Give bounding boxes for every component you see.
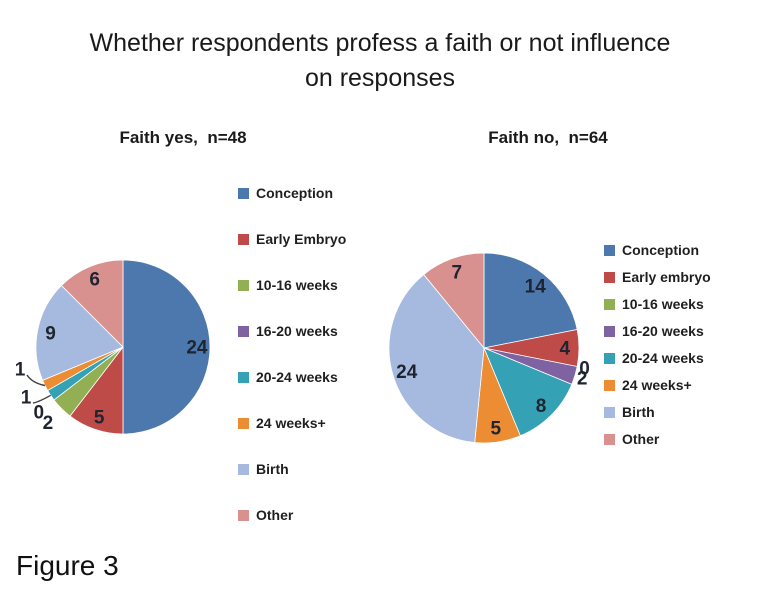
data-label-conception: 14 xyxy=(525,276,547,297)
subtitle-faith-no: Faith no, n=64 xyxy=(488,128,608,147)
data-label-16-20-weeks: 2 xyxy=(577,368,588,389)
chart-title-line2: on responses xyxy=(304,64,456,92)
pie-slice-other xyxy=(423,252,485,350)
legend-swatch-icon xyxy=(604,433,615,445)
legend-swatch-icon xyxy=(238,325,249,337)
legend-item-10-16-weeks: 10-16 weeks xyxy=(238,277,346,293)
legend-swatch-icon xyxy=(238,463,249,475)
legend-swatch-icon xyxy=(604,244,615,256)
legend-item-label: Early Embryo xyxy=(256,231,347,247)
data-label-other: 6 xyxy=(89,269,100,290)
data-label-early-embryo: 5 xyxy=(94,408,105,429)
label-leader-line-20-24-weeks xyxy=(32,394,52,404)
legend-item-label: 16-20 weeks xyxy=(256,323,338,339)
legend-item-label: Conception xyxy=(256,185,333,201)
legend-item-label: 10-16 weeks xyxy=(256,277,338,293)
legend-item-birth: Birth xyxy=(604,404,711,420)
legend-item-label: 24 weeks+ xyxy=(256,415,326,431)
legend-item-early-embryo: Early Embryo xyxy=(238,231,346,247)
legend-swatch-icon xyxy=(238,371,249,383)
legend-item-24-weeks: 24 weeks+ xyxy=(238,415,346,431)
legend-swatch-icon xyxy=(604,352,615,364)
legend-swatch-icon xyxy=(238,233,249,245)
pie-slice-20-24-weeks xyxy=(483,347,573,437)
legend-swatch-icon xyxy=(238,509,249,521)
pie-slice-16-20-weeks xyxy=(483,347,578,385)
subtitle-faith-yes: Faith yes, n=48 xyxy=(119,128,247,147)
legend-item-10-16-weeks: 10-16 weeks xyxy=(604,296,711,312)
legend-item-other: Other xyxy=(604,431,711,447)
legend-item-birth: Birth xyxy=(238,461,346,477)
data-label-10-16-weeks: 0 xyxy=(579,359,590,380)
pie-slice-conception xyxy=(122,259,211,435)
legend-item-20-24-weeks: 20-24 weeks xyxy=(238,369,346,385)
data-label-16-20-weeks: 0 xyxy=(34,402,45,423)
data-label-24-weeks: 5 xyxy=(491,419,502,440)
legend-item-16-20-weeks: 16-20 weeks xyxy=(604,323,711,339)
legend-swatch-icon xyxy=(604,379,615,391)
legend-item-label: Other xyxy=(256,507,294,523)
legend-item-16-20-weeks: 16-20 weeks xyxy=(238,323,346,339)
legend-faith-yes: Conception Early Embryo 10-16 weeks 16-20 w… xyxy=(238,185,346,553)
figure-label: Figure 3 xyxy=(16,550,119,581)
data-label-conception: 24 xyxy=(186,338,208,359)
legend-item-label: Other xyxy=(622,431,660,447)
legend-swatch-icon xyxy=(604,298,615,310)
legend-faith-no: Conception Early embryo 10-16 weeks 16-20 w… xyxy=(604,242,711,458)
legend-swatch-icon xyxy=(238,187,249,199)
legend-item-conception: Conception xyxy=(604,242,711,258)
legend-swatch-icon xyxy=(604,271,615,283)
legend-swatch-icon xyxy=(604,406,615,418)
legend-item-label: Birth xyxy=(256,461,289,477)
legend-swatch-icon xyxy=(238,417,249,429)
legend-item-label: 20-24 weeks xyxy=(256,369,338,385)
legend-item-label: Birth xyxy=(622,404,655,420)
chart-title: Whether respondents profess a faith or n… xyxy=(0,26,760,96)
data-label-other: 7 xyxy=(452,263,463,284)
legend-item-label: 16-20 weeks xyxy=(622,323,704,339)
pie-slice-early-embryo xyxy=(69,345,124,435)
legend-item-label: 24 weeks+ xyxy=(622,377,692,393)
pie-slice-birth xyxy=(35,284,124,381)
data-label-20-24-weeks: 1 xyxy=(21,388,32,409)
data-label-early-embryo: 4 xyxy=(560,339,571,360)
legend-item-20-24-weeks: 20-24 weeks xyxy=(604,350,711,366)
legend-item-label: Early embryo xyxy=(622,269,711,285)
pie-slice-early-embryo xyxy=(483,328,580,368)
legend-swatch-icon xyxy=(604,325,615,337)
pie-slice-24-weeks xyxy=(42,346,124,392)
data-label-birth: 24 xyxy=(396,362,418,383)
data-label-20-24-weeks: 8 xyxy=(536,396,547,417)
data-label-10-16-weeks: 2 xyxy=(43,413,54,434)
pie-slice-conception xyxy=(483,252,578,349)
legend-swatch-icon xyxy=(238,279,249,291)
legend-item-label: Conception xyxy=(622,242,699,258)
legend-item-label: 20-24 weeks xyxy=(622,350,704,366)
chart-title-line1: Whether respondents profess a faith or n… xyxy=(89,29,671,57)
legend-item-label: 10-16 weeks xyxy=(622,296,704,312)
legend-item-early-embryo: Early embryo xyxy=(604,269,711,285)
pie-slice-24-weeks xyxy=(474,347,521,444)
legend-item-24-weeks: 24 weeks+ xyxy=(604,377,711,393)
data-label-24-weeks: 1 xyxy=(15,360,26,381)
pie-slice-other xyxy=(60,259,124,348)
data-label-birth: 9 xyxy=(45,323,56,344)
pie-slice-birth xyxy=(388,273,485,443)
pie-slice-20-24-weeks xyxy=(47,346,124,401)
legend-item-conception: Conception xyxy=(238,185,346,201)
legend-item-other: Other xyxy=(238,507,346,523)
label-leader-line-24-weeks xyxy=(26,374,46,387)
pie-slice-10-16-weeks xyxy=(53,346,124,417)
